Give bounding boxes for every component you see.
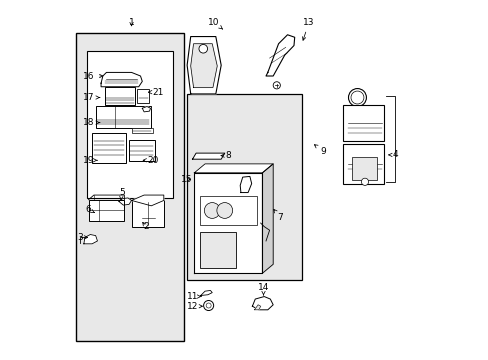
Bar [129, 140, 155, 161]
Bar [199, 232, 235, 268]
Bar [199, 196, 257, 225]
Text: 19: 19 [82, 156, 97, 165]
Polygon shape [254, 305, 260, 310]
Circle shape [273, 82, 280, 89]
Text: 20: 20 [143, 156, 159, 165]
Text: 8: 8 [221, 151, 231, 160]
Text: 5: 5 [119, 188, 124, 200]
Polygon shape [194, 164, 273, 173]
Text: 11: 11 [186, 292, 201, 301]
Bar [86, 51, 172, 198]
Text: 2: 2 [142, 222, 148, 231]
Text: 14: 14 [257, 283, 268, 295]
Polygon shape [192, 153, 224, 159]
Polygon shape [262, 164, 273, 273]
Circle shape [348, 89, 366, 107]
Bar [131, 201, 163, 227]
Bar [343, 144, 384, 184]
Text: 18: 18 [82, 118, 100, 127]
Bar [104, 87, 135, 105]
Text: 6: 6 [85, 205, 94, 214]
Polygon shape [190, 44, 217, 87]
Text: 10: 10 [208, 18, 222, 29]
Circle shape [217, 203, 232, 219]
Text: 12: 12 [186, 302, 202, 311]
Text: 3: 3 [77, 233, 87, 242]
Bar [187, 94, 301, 280]
Bar [137, 89, 149, 103]
Text: 1: 1 [128, 18, 134, 27]
Text: 21: 21 [148, 87, 163, 96]
Polygon shape [142, 107, 150, 112]
Circle shape [204, 203, 220, 219]
Polygon shape [252, 297, 273, 310]
Text: 7: 7 [273, 210, 283, 222]
Polygon shape [265, 35, 294, 76]
Text: 9: 9 [314, 145, 325, 156]
Text: 17: 17 [82, 93, 100, 102]
Polygon shape [240, 176, 251, 193]
Polygon shape [187, 37, 221, 94]
Bar [76, 33, 183, 341]
Circle shape [199, 44, 207, 53]
Bar [351, 157, 376, 180]
Circle shape [206, 303, 211, 308]
Text: 16: 16 [82, 72, 102, 81]
Bar [92, 134, 126, 163]
Text: 15: 15 [180, 175, 192, 184]
Circle shape [361, 178, 368, 185]
Circle shape [203, 301, 213, 311]
Polygon shape [194, 173, 262, 273]
Bar [88, 200, 124, 221]
Text: 13: 13 [302, 18, 314, 40]
Circle shape [350, 91, 363, 104]
Polygon shape [83, 234, 97, 244]
Bar [343, 105, 384, 140]
Polygon shape [131, 195, 163, 206]
Polygon shape [101, 72, 142, 87]
Bar [96, 107, 151, 128]
Polygon shape [119, 198, 131, 205]
Polygon shape [201, 291, 212, 296]
Text: 4: 4 [388, 150, 397, 159]
Bar [131, 129, 153, 133]
